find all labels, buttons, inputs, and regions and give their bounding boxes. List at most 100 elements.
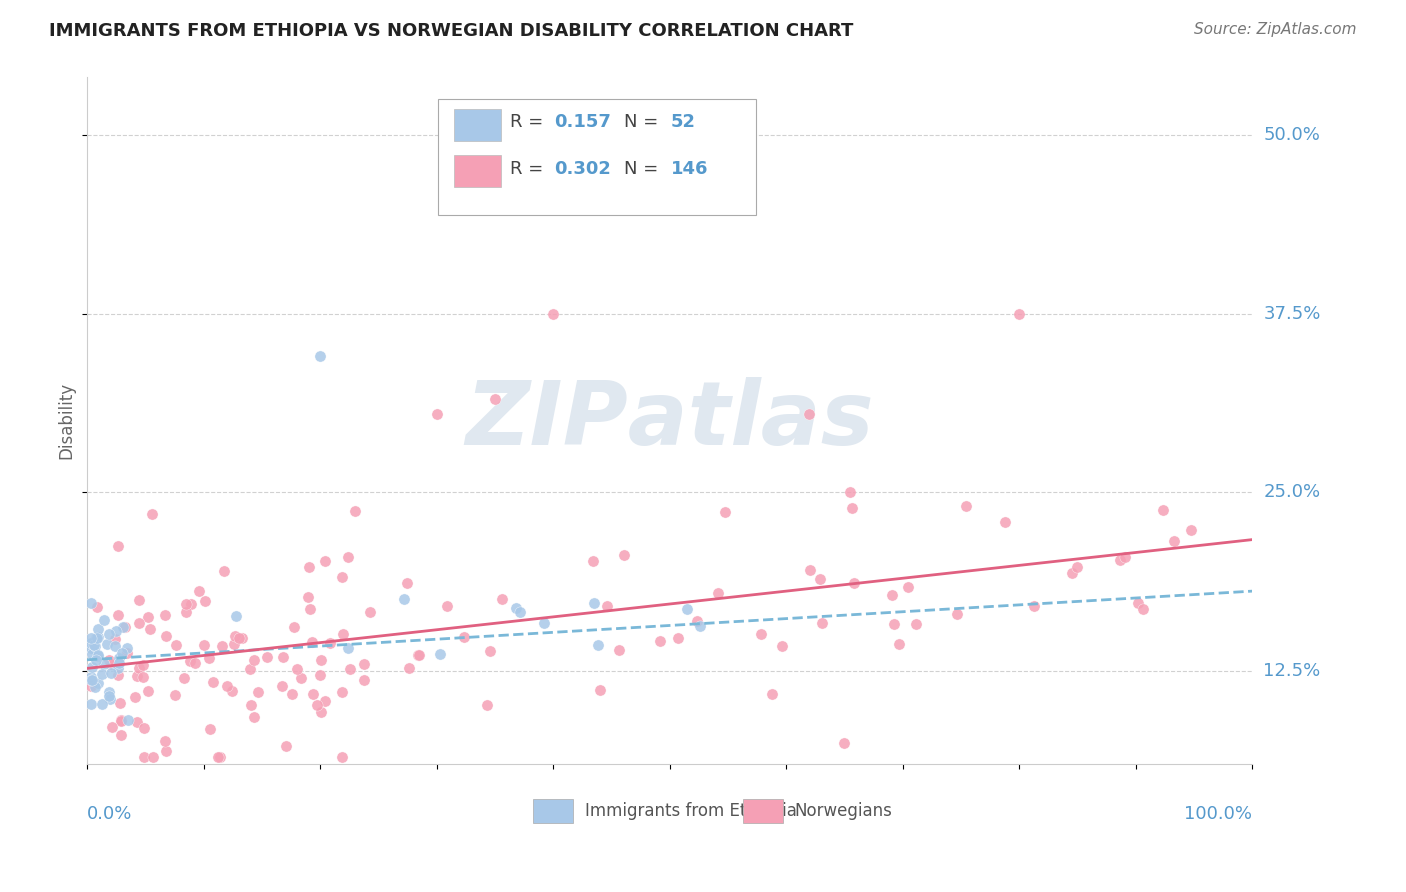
Point [717,192,740,206]
Point [330,570,353,584]
Point [676,601,699,615]
Point [104,640,127,654]
Point [240,698,263,712]
Point [314,554,336,568]
Point [153,608,176,623]
Point [104,624,127,639]
Point [91,667,114,681]
Point [96,637,118,651]
Point [273,650,295,665]
Point [770,639,793,653]
Point [904,617,927,632]
Point [115,640,138,655]
Point [1152,503,1174,517]
Point [136,684,159,698]
Point [83,680,105,694]
Point [153,734,176,748]
Point [290,671,312,685]
Point [155,744,177,758]
Point [239,661,262,675]
Point [607,643,630,657]
Point [136,610,159,624]
Text: N =: N = [624,113,664,131]
Point [1066,560,1088,574]
Point [505,601,527,615]
Text: Source: ZipAtlas.com: Source: ZipAtlas.com [1194,22,1357,37]
Point [107,660,129,674]
Point [668,631,690,645]
Point [79,631,101,645]
Text: 0.0%: 0.0% [87,805,132,823]
Point [79,697,101,711]
Point [87,648,110,662]
Point [112,620,135,634]
Point [79,641,101,656]
Point [198,722,221,736]
Point [222,637,245,651]
Point [583,596,606,610]
Point [131,658,153,673]
Point [79,673,101,687]
Point [98,627,121,641]
Text: Immigrants from Ethiopia: Immigrants from Ethiopia [585,802,796,820]
Point [91,698,114,712]
Point [707,585,730,599]
Point [180,597,202,611]
Point [82,660,104,674]
Point [689,619,711,633]
Point [808,572,831,586]
Point [208,749,231,764]
Text: R =: R = [510,160,548,178]
Point [138,622,160,636]
Point [194,594,217,608]
Point [298,560,321,574]
Point [309,653,332,667]
Point [509,605,531,619]
Point [165,688,187,702]
Point [188,583,211,598]
Text: 37.5%: 37.5% [1264,304,1320,323]
Point [207,750,229,764]
Text: Norwegians: Norwegians [794,802,893,820]
Point [79,679,101,693]
Point [1008,306,1031,320]
Point [127,714,149,729]
Point [128,615,150,630]
Point [586,638,609,652]
Point [242,653,264,667]
Point [100,665,122,680]
Point [581,553,603,567]
Point [228,631,250,645]
Point [117,646,139,660]
Point [174,597,197,611]
Point [308,667,330,681]
Point [107,668,129,682]
Point [359,605,381,619]
Point [484,392,506,407]
Point [842,576,865,591]
Point [174,605,197,619]
Point [994,515,1017,529]
Point [337,549,360,564]
Point [93,613,115,627]
Text: ZIP​atlas: ZIP​atlas [465,377,875,465]
Point [128,593,150,607]
Text: 146: 146 [671,160,709,178]
Point [247,685,270,699]
FancyBboxPatch shape [742,799,783,822]
Text: 0.157: 0.157 [554,113,612,131]
Point [221,684,243,698]
Point [491,592,513,607]
Y-axis label: Disability: Disability [58,383,75,459]
Point [198,651,221,665]
Point [165,638,187,652]
Point [799,563,821,577]
Point [225,609,247,624]
Point [193,638,215,652]
Point [108,697,131,711]
Point [87,676,110,690]
Point [429,647,451,661]
Point [141,508,163,522]
Point [124,690,146,705]
Point [82,647,104,661]
